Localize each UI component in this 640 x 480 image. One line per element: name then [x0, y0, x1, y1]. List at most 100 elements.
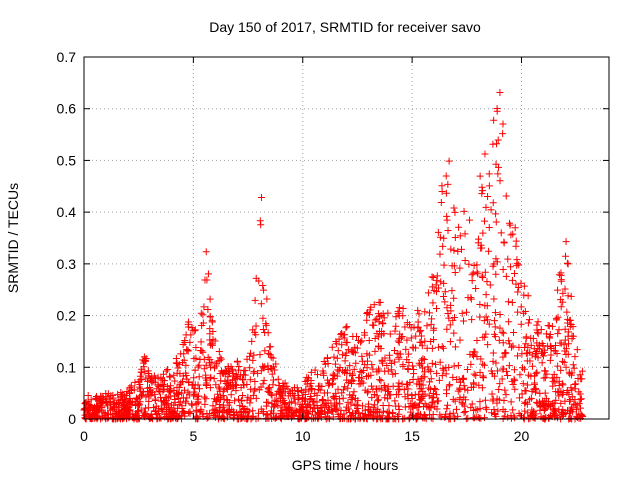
- data-point: [468, 316, 476, 324]
- data-point: [191, 326, 199, 334]
- data-point: [188, 400, 196, 408]
- data-point: [481, 396, 489, 404]
- data-point: [248, 337, 256, 345]
- data-point: [456, 232, 464, 240]
- data-point: [490, 409, 498, 417]
- data-point: [488, 409, 496, 417]
- data-point: [428, 359, 436, 367]
- data-point: [406, 321, 414, 329]
- data-point: [269, 354, 277, 362]
- data-point: [333, 372, 341, 380]
- data-point: [401, 323, 409, 331]
- data-point: [424, 289, 432, 297]
- data-point: [346, 362, 354, 370]
- data-point: [482, 313, 490, 321]
- data-point: [433, 276, 441, 284]
- data-point: [524, 343, 532, 351]
- data-point: [560, 358, 568, 366]
- data-point: [259, 408, 267, 416]
- data-point: [467, 360, 475, 368]
- data-point: [415, 403, 423, 411]
- x-tick-label: 5: [189, 428, 197, 444]
- data-point: [350, 388, 358, 396]
- data-point: [418, 360, 426, 368]
- data-point: [183, 345, 191, 353]
- data-point: [330, 353, 338, 361]
- data-point: [485, 223, 493, 231]
- data-point: [260, 376, 268, 384]
- data-point: [552, 341, 560, 349]
- data-point: [219, 370, 227, 378]
- data-point: [558, 391, 566, 399]
- data-point: [323, 355, 331, 363]
- data-point: [451, 343, 459, 351]
- data-point: [107, 411, 115, 419]
- data-point: [145, 414, 153, 422]
- data-point: [190, 388, 198, 396]
- data-point: [199, 311, 207, 319]
- data-point: [507, 263, 515, 271]
- data-point: [423, 322, 431, 330]
- data-point: [421, 308, 429, 316]
- data-point: [577, 395, 585, 403]
- data-point: [502, 349, 510, 357]
- data-point: [555, 406, 563, 414]
- data-point: [151, 375, 159, 383]
- data-point: [344, 398, 352, 406]
- data-point: [407, 408, 415, 416]
- data-point: [458, 399, 466, 407]
- data-point: [409, 362, 417, 370]
- data-point: [374, 333, 382, 341]
- data-point: [364, 308, 372, 316]
- data-point: [370, 409, 378, 417]
- x-tick-label: 10: [295, 428, 311, 444]
- data-point: [472, 371, 480, 379]
- data-point: [235, 363, 243, 371]
- data-point: [355, 337, 363, 345]
- data-point: [407, 324, 415, 332]
- data-point: [206, 312, 214, 320]
- data-point: [190, 355, 198, 363]
- data-point: [334, 385, 342, 393]
- data-point: [531, 414, 539, 422]
- data-point: [197, 309, 205, 317]
- data-point: [142, 404, 150, 412]
- data-point: [216, 357, 224, 365]
- data-point: [351, 401, 359, 409]
- data-point: [495, 163, 503, 171]
- data-point: [484, 316, 492, 324]
- data-point: [167, 404, 175, 412]
- data-point: [338, 329, 346, 337]
- data-point: [433, 405, 441, 413]
- data-point: [499, 339, 507, 347]
- data-point: [518, 364, 526, 372]
- data-point: [548, 374, 556, 382]
- data-point: [524, 292, 532, 300]
- data-point: [562, 363, 570, 371]
- data-point: [572, 380, 580, 388]
- data-point: [557, 271, 565, 279]
- data-point: [336, 400, 344, 408]
- data-point: [369, 321, 377, 329]
- data-point: [438, 188, 446, 196]
- data-point: [563, 259, 571, 267]
- data-point: [193, 414, 201, 422]
- data-point: [569, 323, 577, 331]
- data-point: [103, 402, 111, 410]
- data-point: [482, 203, 490, 211]
- data-point: [450, 246, 458, 254]
- data-point: [201, 400, 209, 408]
- data-point: [231, 397, 239, 405]
- data-point: [182, 361, 190, 369]
- data-point: [315, 382, 323, 390]
- data-point: [553, 316, 561, 324]
- data-point: [404, 350, 412, 358]
- data-point: [138, 368, 146, 376]
- data-point: [500, 239, 508, 247]
- data-point: [271, 366, 279, 374]
- data-point: [305, 410, 313, 418]
- data-point: [319, 367, 327, 375]
- data-point: [142, 393, 150, 401]
- data-point: [441, 288, 449, 296]
- data-point: [459, 400, 467, 408]
